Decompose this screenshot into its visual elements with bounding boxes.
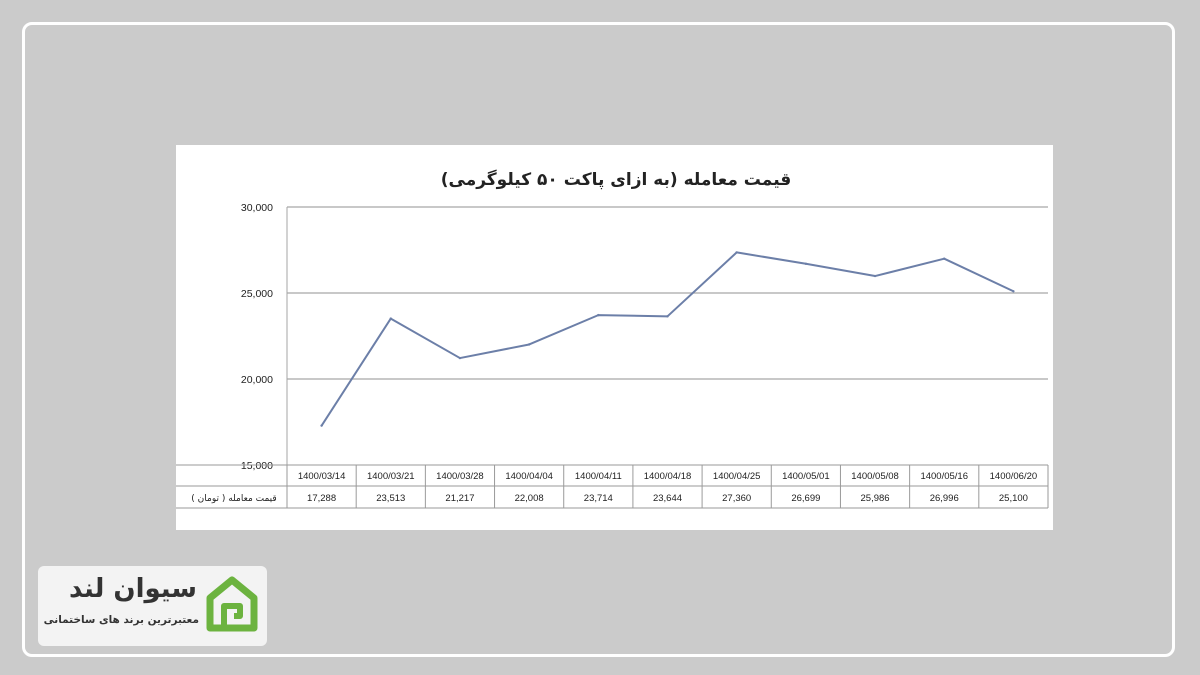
brand-tagline: معتبرترین برند های ساختمانی — [43, 614, 199, 626]
data-label: 25,986 — [861, 493, 890, 504]
x-tick-label: 1400/06/20 — [990, 471, 1038, 482]
data-label: 26,996 — [930, 493, 959, 504]
y-tick-label: 20,000 — [241, 374, 273, 386]
data-label: 17,288 — [307, 493, 336, 504]
brand-logo-card[interactable]: سیوان لند معتبرترین برند های ساختمانی — [38, 566, 267, 646]
x-tick-label: 1400/05/08 — [851, 471, 899, 482]
x-tick-label: 1400/04/04 — [505, 471, 553, 482]
y-tick-label: 25,000 — [241, 288, 273, 300]
house-logo-icon — [206, 576, 258, 632]
data-label: 26,699 — [791, 493, 820, 504]
data-point — [873, 274, 877, 278]
page-frame — [22, 22, 1175, 657]
data-point — [389, 317, 392, 320]
data-point — [943, 257, 946, 260]
data-label: 23,714 — [584, 493, 613, 504]
data-point — [527, 343, 531, 346]
row-header-label: قیمت معامله ( تومان ) — [191, 494, 276, 504]
data-label: 25,100 — [999, 493, 1028, 504]
series-line — [320, 251, 1014, 427]
data-point — [320, 424, 323, 427]
data-point — [735, 251, 738, 254]
data-label: 23,513 — [376, 493, 405, 504]
data-point — [597, 313, 600, 317]
data-point — [1012, 290, 1015, 293]
data-point — [666, 315, 669, 318]
line-chart: 15,000 20,000 25,000 30,000 1400/03/14 17,288… — [176, 169, 1049, 509]
data-label: 27,360 — [722, 493, 751, 504]
x-tick-label: 1400/03/28 — [436, 471, 484, 482]
brand-name: سیوان لند — [68, 574, 197, 604]
data-label: 22,008 — [515, 493, 544, 504]
x-tick-label: 1400/03/14 — [298, 471, 346, 482]
x-tick-label: 1400/05/01 — [782, 471, 830, 482]
data-point — [804, 262, 808, 265]
data-label: 21,217 — [445, 493, 474, 504]
x-tick-label: 1400/05/16 — [920, 471, 968, 482]
data-label: 23,644 — [653, 493, 682, 504]
y-tick-label: 15,000 — [241, 460, 273, 472]
x-tick-label: 1400/04/11 — [575, 471, 622, 482]
y-tick-label: 30,000 — [241, 202, 273, 214]
x-tick-label: 1400/03/21 — [367, 471, 415, 482]
x-tick-label: 1400/04/18 — [644, 471, 692, 482]
chart-panel: 15,000 20,000 25,000 30,000 1400/03/14 17,288… — [176, 145, 1053, 530]
x-tick-label: 1400/04/25 — [713, 471, 761, 482]
data-point — [458, 356, 462, 360]
chart-title: قیمت معامله (به ازای پاکت ۵۰ کیلوگرمی) — [441, 169, 792, 190]
